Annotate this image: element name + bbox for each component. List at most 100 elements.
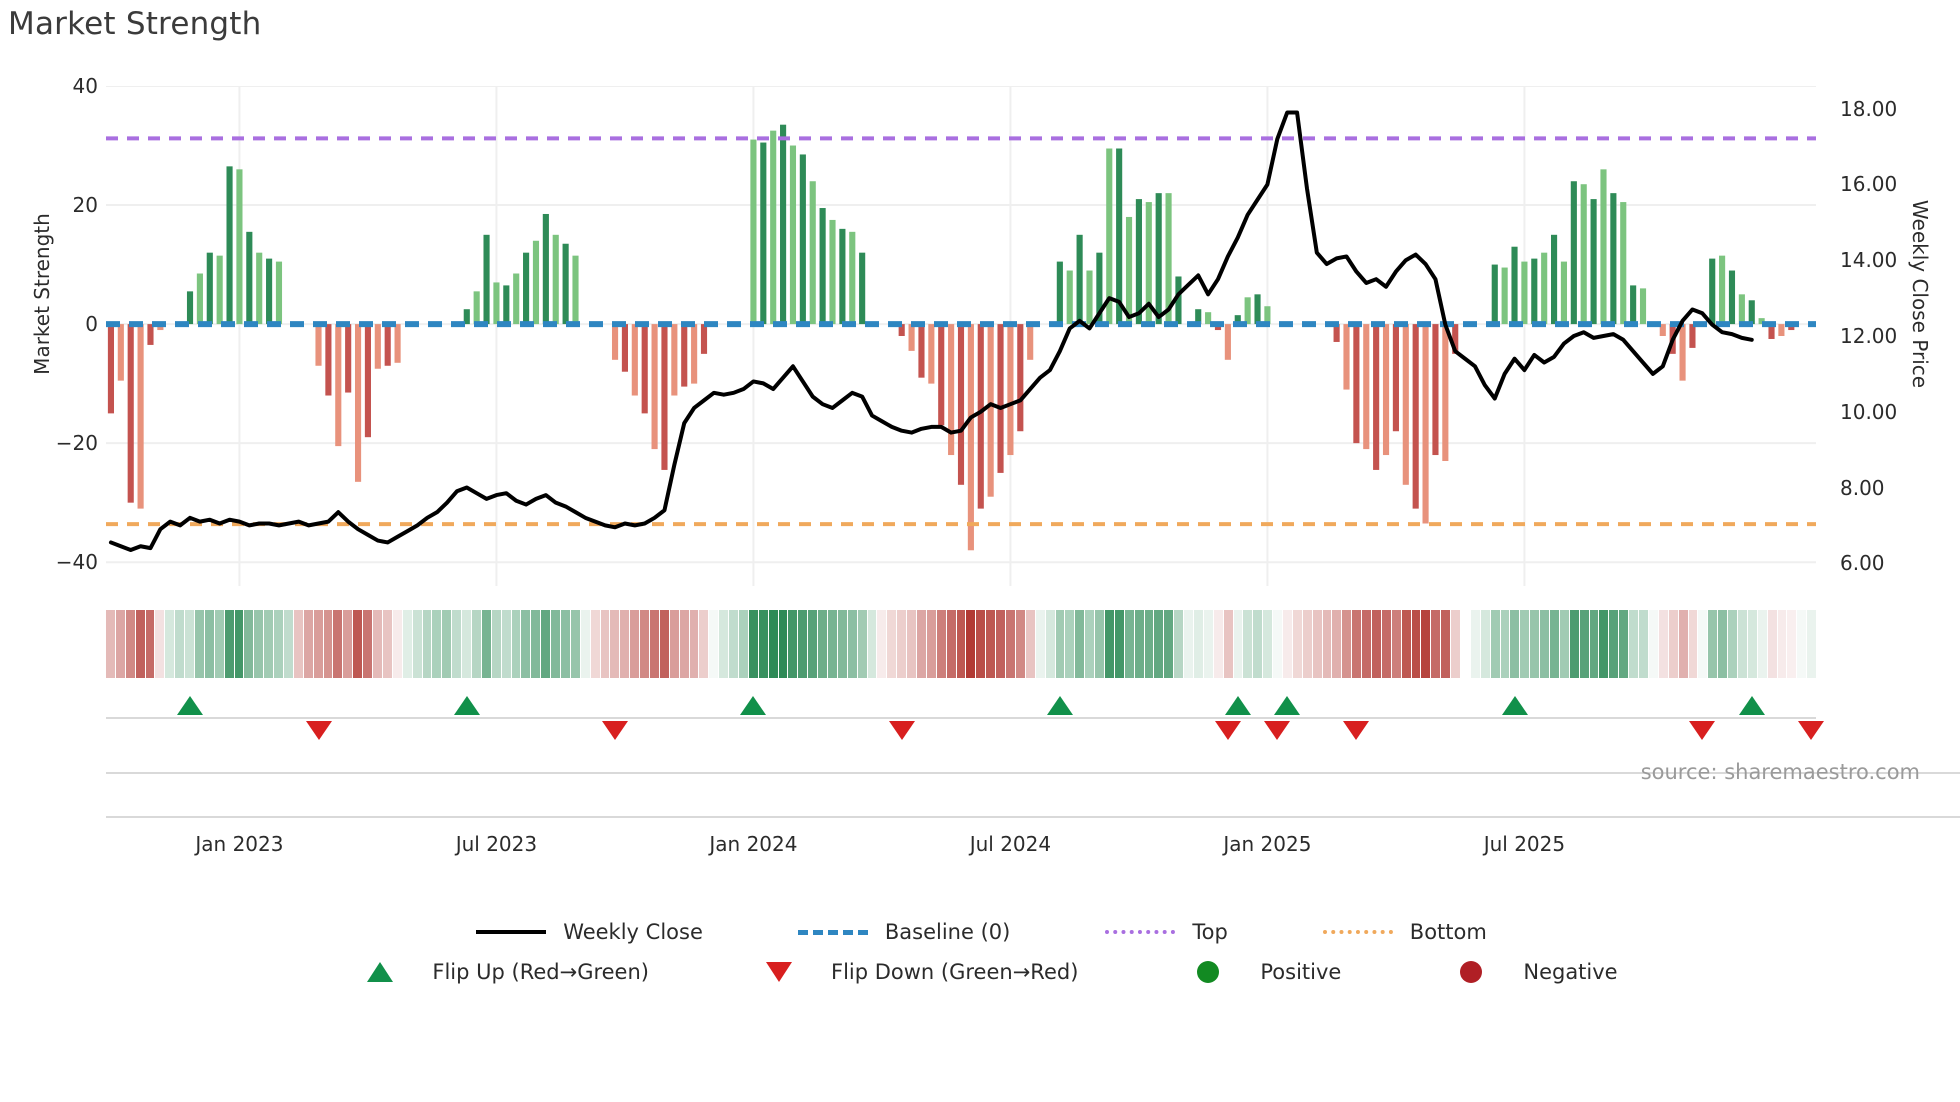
flip-down-marker bbox=[1214, 721, 1241, 740]
heatmap-cell bbox=[659, 610, 670, 678]
heatmap-cell bbox=[353, 610, 364, 678]
heatmap-cell bbox=[1342, 610, 1353, 678]
heatmap-cell bbox=[1550, 610, 1560, 678]
plot-svg bbox=[106, 86, 1816, 586]
strength-bar bbox=[246, 231, 253, 325]
strength-bar bbox=[1145, 202, 1152, 325]
strength-bar bbox=[651, 324, 658, 450]
strength-bar bbox=[1491, 264, 1498, 325]
heatmap-cell bbox=[1263, 610, 1274, 678]
heatmap-cell bbox=[1372, 610, 1382, 678]
legend-top[interactable]: Top bbox=[1102, 920, 1228, 944]
heatmap-cell bbox=[1569, 610, 1580, 678]
strength-heatmap-strip bbox=[106, 610, 1818, 678]
heatmap-cell bbox=[1104, 610, 1115, 678]
heatmap-cell bbox=[1737, 610, 1748, 678]
strength-bar bbox=[275, 261, 283, 325]
strength-bar bbox=[1709, 258, 1716, 325]
heatmap-cell bbox=[481, 610, 492, 678]
heatmap-cell bbox=[590, 610, 601, 678]
tri-dn-red-icon bbox=[741, 960, 817, 984]
strength-bar bbox=[1175, 276, 1182, 325]
strength-bar bbox=[1076, 234, 1083, 325]
heatmap-cell bbox=[1085, 610, 1096, 678]
strength-bar bbox=[1600, 169, 1607, 325]
strength-bar bbox=[780, 124, 787, 325]
strength-bar bbox=[918, 324, 925, 378]
strength-bar bbox=[1402, 324, 1409, 485]
heatmap-cell bbox=[1668, 610, 1679, 678]
strength-bar bbox=[196, 273, 203, 325]
legend-label: Positive bbox=[1260, 960, 1342, 984]
strength-bar bbox=[1363, 324, 1370, 450]
heatmap-cell bbox=[1065, 610, 1076, 678]
heatmap-cell bbox=[1233, 610, 1244, 678]
strength-bar bbox=[760, 142, 767, 325]
heatmap-cell bbox=[1648, 610, 1659, 678]
divider-line-top bbox=[106, 772, 1960, 774]
heatmap-cell bbox=[1530, 610, 1541, 678]
strength-bar bbox=[621, 324, 628, 372]
heatmap-cell bbox=[600, 610, 611, 678]
heatmap-cell bbox=[837, 610, 848, 678]
strength-bar bbox=[1353, 324, 1360, 444]
strength-bar bbox=[1570, 181, 1577, 325]
strength-bar bbox=[641, 324, 648, 414]
heatmap-cell bbox=[511, 610, 522, 678]
flip-up-marker bbox=[1224, 696, 1251, 715]
y-tick-right: 8.00 bbox=[1840, 475, 1885, 500]
heatmap-cell bbox=[966, 610, 977, 678]
heatmap-cell bbox=[956, 610, 967, 678]
strength-bar bbox=[1056, 261, 1063, 325]
heatmap-cell bbox=[363, 610, 374, 678]
legend-baseline[interactable]: Baseline (0) bbox=[795, 920, 1010, 944]
heatmap-cell bbox=[778, 610, 789, 678]
heatmap-cell bbox=[1075, 610, 1086, 678]
legend-negative[interactable]: Negative bbox=[1433, 960, 1618, 984]
heatmap-cell bbox=[135, 610, 146, 678]
legend-label: Flip Up (Red→Green) bbox=[432, 960, 649, 984]
strength-bar bbox=[1590, 199, 1597, 325]
strength-bar bbox=[839, 228, 846, 325]
strength-bar bbox=[1639, 288, 1647, 325]
legend-positive[interactable]: Positive bbox=[1170, 960, 1341, 984]
strength-bar bbox=[938, 324, 945, 426]
strength-bar bbox=[1501, 267, 1508, 325]
heatmap-cell bbox=[1718, 610, 1729, 678]
strength-bar bbox=[849, 231, 856, 325]
strength-bar bbox=[1343, 324, 1350, 390]
heatmap-cell bbox=[1777, 610, 1788, 678]
heatmap-cell bbox=[1055, 610, 1066, 678]
heatmap-cell bbox=[422, 610, 433, 678]
legend-marker bbox=[476, 930, 547, 934]
strength-bar bbox=[345, 324, 352, 393]
strength-bar bbox=[1630, 285, 1637, 325]
legend-marker bbox=[1197, 961, 1220, 983]
heatmap-cell bbox=[1223, 610, 1234, 678]
legend-flip-up[interactable]: Flip Up (Red→Green) bbox=[342, 960, 649, 984]
heatmap-cell bbox=[204, 610, 215, 678]
heatmap-cell bbox=[1470, 610, 1481, 678]
legend-label: Negative bbox=[1523, 960, 1618, 984]
legend-bottom[interactable]: Bottom bbox=[1320, 920, 1487, 944]
strength-bar bbox=[1452, 324, 1459, 354]
heatmap-cell bbox=[1124, 610, 1135, 678]
heatmap-cell bbox=[729, 610, 739, 678]
strength-bar bbox=[572, 255, 579, 325]
heatmap-cell bbox=[610, 610, 621, 678]
strength-bar bbox=[256, 252, 263, 325]
flip-up-marker bbox=[1274, 696, 1301, 715]
heatmap-cell bbox=[689, 610, 700, 678]
heatmap-cell bbox=[1381, 610, 1392, 678]
heatmap-cell bbox=[560, 610, 571, 678]
strength-bar bbox=[335, 324, 342, 447]
legend-flip-down[interactable]: Flip Down (Green→Red) bbox=[741, 960, 1078, 984]
flip-down-marker bbox=[1343, 721, 1370, 740]
heatmap-cell bbox=[1401, 610, 1412, 678]
strength-bar bbox=[1738, 294, 1745, 325]
heatmap-cell bbox=[1629, 610, 1640, 678]
legend-weekly-close[interactable]: Weekly Close bbox=[473, 920, 703, 944]
heatmap-cell bbox=[373, 610, 383, 678]
heatmap-cell bbox=[630, 610, 641, 678]
strength-bar bbox=[266, 258, 273, 325]
